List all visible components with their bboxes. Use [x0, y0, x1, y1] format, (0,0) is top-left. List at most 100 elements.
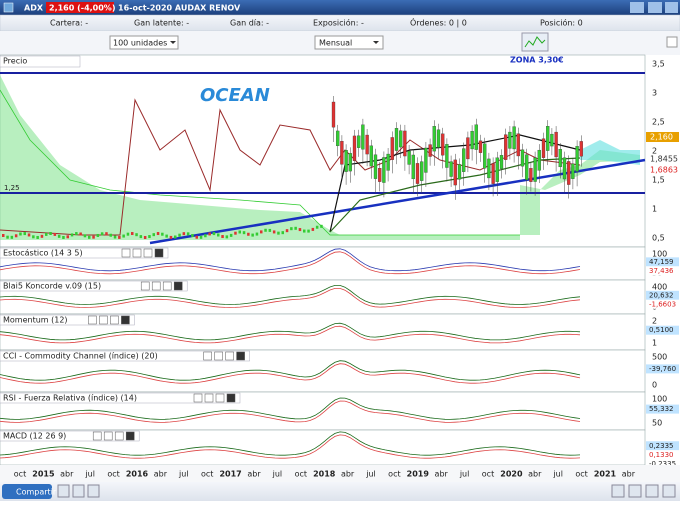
panel-button[interactable]: [92, 431, 102, 441]
candle: [483, 143, 487, 169]
y-tick-label: 2: [652, 147, 657, 156]
x-tick-label: jul: [272, 470, 283, 479]
panel-button[interactable]: [162, 281, 172, 291]
tool-button[interactable]: [57, 484, 70, 498]
candle: [27, 233, 31, 237]
panel-button[interactable]: [103, 431, 113, 441]
panel-title-box: [0, 280, 188, 292]
candle: [23, 232, 26, 236]
candle: [36, 235, 39, 239]
x-tick-label: 2016: [126, 470, 149, 479]
candle: [169, 235, 173, 239]
tool-button[interactable]: [645, 484, 659, 498]
panel-button[interactable]: [88, 315, 97, 325]
candle: [357, 135, 361, 148]
tool-button[interactable]: [611, 484, 625, 498]
candle: [290, 227, 293, 231]
price-tag: [646, 132, 679, 142]
window-button[interactable]: [648, 2, 662, 13]
candle: [441, 133, 445, 156]
candle: [504, 134, 508, 160]
candle: [340, 141, 344, 165]
panel-button[interactable]: [226, 393, 236, 403]
candle: [70, 233, 74, 237]
x-tick-label: abr: [341, 470, 355, 479]
x-tick-label: jul: [459, 470, 470, 479]
x-tick-label: oct: [295, 470, 307, 479]
panel-title: CCI - Commodity Channel (índice) (20): [3, 352, 158, 361]
tool-button[interactable]: [628, 484, 642, 498]
share-button[interactable]: [2, 484, 52, 499]
annotation: OCEAN: [200, 85, 270, 106]
panel-button[interactable]: [132, 248, 142, 258]
panel-button[interactable]: [203, 351, 212, 361]
candle: [277, 231, 280, 235]
candle: [361, 124, 365, 150]
panel-button[interactable]: [193, 393, 203, 403]
panel-button[interactable]: [204, 393, 214, 403]
value-tag: [646, 450, 679, 460]
candle: [229, 233, 233, 237]
value-tag: [646, 364, 679, 374]
candle: [135, 233, 138, 237]
period-select[interactable]: [314, 35, 384, 50]
value-tag-label: 37,436: [649, 267, 674, 275]
panel-button[interactable]: [110, 315, 119, 325]
panel-button[interactable]: [121, 248, 131, 258]
candle: [152, 233, 155, 237]
panel-button[interactable]: [140, 281, 150, 291]
panel-button[interactable]: [154, 248, 164, 258]
panel-button[interactable]: [236, 351, 245, 361]
y-tick-label: 3: [652, 89, 657, 98]
indicator-line: [0, 325, 581, 344]
indicator-line: [0, 400, 581, 423]
price-tag: [646, 154, 679, 164]
window-button[interactable]: [630, 2, 644, 13]
panel-button[interactable]: [121, 315, 130, 325]
indicator-line: [0, 285, 581, 305]
candle: [365, 134, 369, 155]
tool-button[interactable]: [662, 484, 676, 498]
candle: [373, 154, 378, 179]
candle: [311, 227, 315, 231]
window-button[interactable]: [665, 2, 678, 13]
x-tick-label: abr: [622, 470, 636, 479]
panel-button[interactable]: [99, 315, 108, 325]
candle: [139, 235, 143, 239]
panel-button[interactable]: [143, 248, 153, 258]
candle: [298, 228, 302, 232]
y-tick-label: 1,5: [652, 176, 665, 185]
candle: [520, 149, 525, 167]
candle: [251, 233, 254, 237]
panel-button[interactable]: [125, 431, 135, 441]
panel-button[interactable]: [215, 393, 225, 403]
candle: [403, 130, 407, 157]
value-tag: [646, 325, 679, 335]
y-tick-label: 500: [652, 353, 667, 362]
tool-button[interactable]: [72, 484, 85, 498]
tool-button[interactable]: [87, 484, 100, 498]
candle: [178, 233, 181, 237]
candle: [182, 232, 186, 236]
candle: [88, 235, 91, 239]
candle: [109, 233, 112, 237]
panel-button[interactable]: [173, 281, 183, 291]
indicator-line: [0, 288, 581, 308]
settings-button[interactable]: [666, 36, 678, 48]
panel-title: Blai5 Koncorde v.09 (15): [3, 282, 101, 291]
units-select[interactable]: [109, 35, 179, 50]
candle: [285, 229, 289, 233]
panel-button[interactable]: [225, 351, 234, 361]
candle: [495, 157, 499, 182]
candle: [554, 131, 558, 158]
panel-button[interactable]: [114, 431, 124, 441]
value-tag-label: 0,2335: [649, 442, 674, 450]
panel-button[interactable]: [151, 281, 161, 291]
candle: [344, 150, 348, 172]
value-tag-label: 47,159: [649, 258, 674, 266]
candle: [516, 133, 520, 157]
candle: [126, 232, 130, 236]
panel-button[interactable]: [214, 351, 223, 361]
panel-title-box: [0, 392, 241, 404]
